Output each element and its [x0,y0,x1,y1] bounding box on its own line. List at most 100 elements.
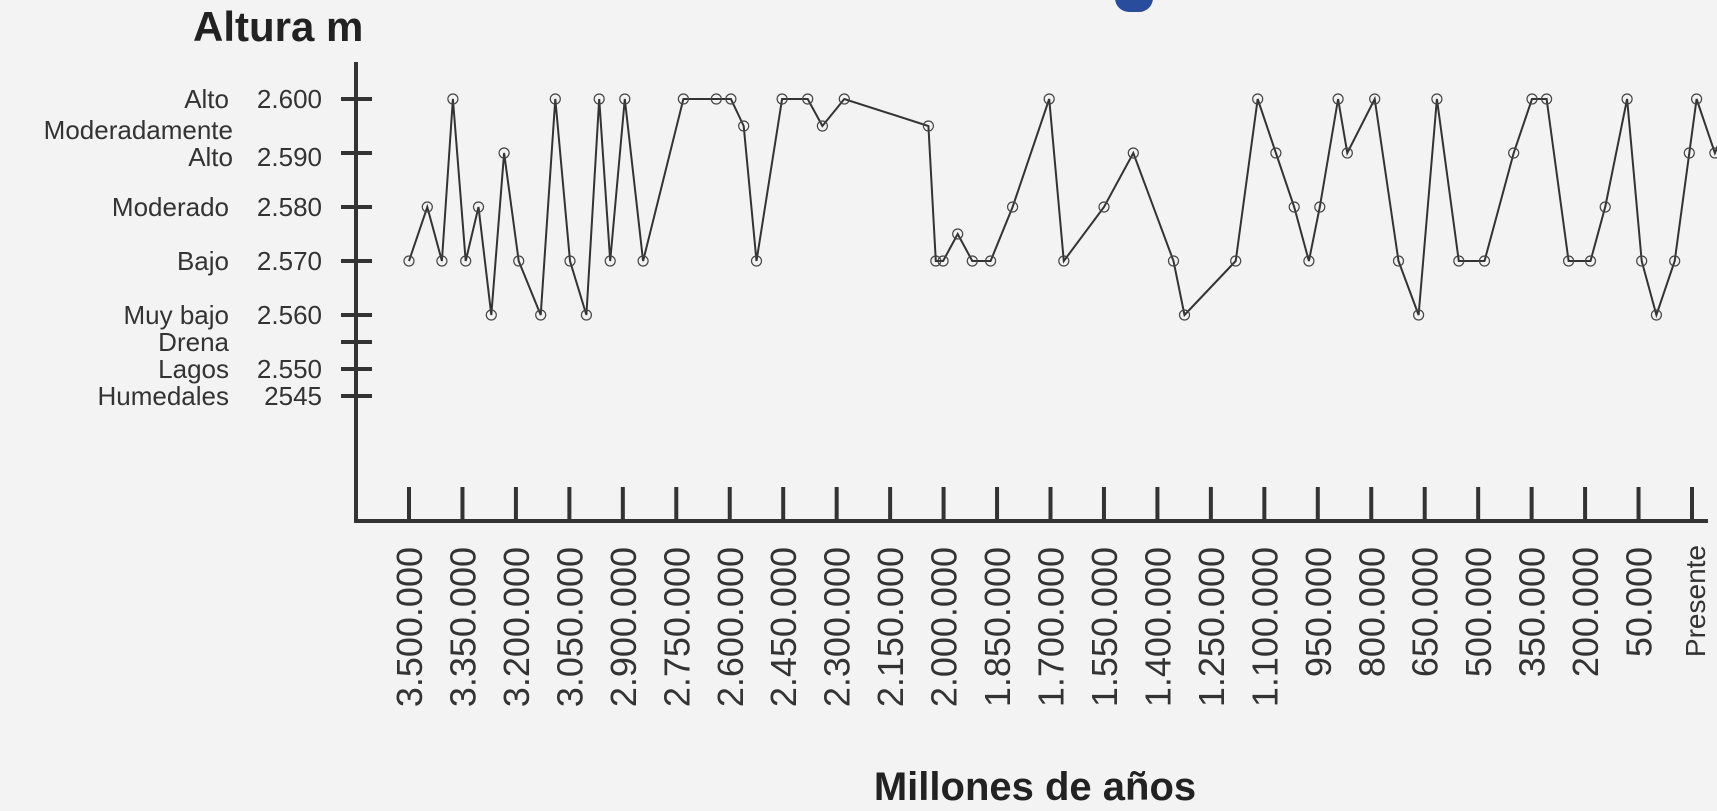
data-point [1288,201,1300,213]
y-value-label: 2.550 [257,354,322,384]
data-point [838,93,850,105]
x-tick-label: 2.900.000 [603,547,644,707]
x-tick-label: 2.000.000 [924,547,965,707]
x-tick-label: 1.700.000 [1031,547,1072,707]
data-point [1540,93,1553,105]
data-point [930,255,942,267]
data-point [1709,147,1717,159]
x-tick-label: 1.400.000 [1137,547,1178,707]
x-tick-label: 1.850.000 [977,547,1018,707]
x-tick-label: 3.500.000 [389,547,430,707]
data-point [549,93,561,105]
x-tick-label: 200.000 [1565,547,1606,677]
data-point [1178,309,1191,321]
data-point [1478,255,1491,267]
data-point [1341,147,1353,159]
y-value-label: 2.560 [257,300,322,330]
data-point [564,255,576,267]
data-point [436,255,448,267]
data-point [1230,255,1242,267]
data-point [472,201,485,213]
data-point [750,255,763,267]
data-point [1270,147,1282,159]
x-tick-label: 3.050.000 [549,547,590,707]
data-point [1392,255,1405,267]
data-point [1167,255,1180,267]
data-point [1043,93,1055,105]
data-point [1621,93,1633,105]
data-point [447,93,459,105]
data-point [984,255,997,267]
x-tick-label: 2.750.000 [656,547,697,707]
data-point [1369,93,1381,105]
data-point [1690,93,1703,105]
partial-title-fragment [1115,0,1153,12]
y-value-label: 2.600 [257,84,322,114]
data-point [1650,309,1663,321]
x-tick-label: 500.000 [1458,547,1499,677]
x-tick-label: 1.100.000 [1244,547,1285,707]
data-point [403,255,415,267]
x-axis-title: Millones de años [874,765,1196,806]
y-category-label: Alto [184,84,229,114]
y-category-label: Drena [158,327,229,357]
data-point [1252,93,1264,105]
data-point [710,93,722,105]
data-point [1683,147,1695,159]
x-tick-label: 2.600.000 [710,547,751,707]
data-point [1098,201,1110,213]
data-point [513,255,525,267]
data-point [1562,255,1575,267]
x-tick-label: 650.000 [1405,547,1446,677]
y-value-label: 2.590 [257,142,322,172]
data-point [1431,93,1443,105]
data-point [802,93,814,105]
data-point [1526,93,1538,105]
x-tick-label: 1.250.000 [1191,547,1232,707]
data-point [535,309,547,321]
data-point [485,309,497,321]
x-tick-label: 2.150.000 [870,547,911,707]
x-tick-label: 3.200.000 [496,547,537,707]
data-point [1058,255,1070,267]
data-point [460,255,472,267]
x-tick-label: 1.550.000 [1084,547,1125,707]
data-point [637,255,649,267]
data-point [1332,93,1344,105]
data-point [966,255,978,267]
data-point [604,255,616,267]
data-point [1412,309,1425,321]
data-point [922,120,935,132]
y-category-label: Alto [188,142,233,172]
data-point [593,93,605,105]
data-point [952,228,964,240]
y-category-label: Lagos [158,354,229,384]
y-axis-title: Altura m [193,3,363,50]
x-tick-label: 2.450.000 [763,547,804,707]
data-point [816,120,829,132]
data-point [1453,255,1465,267]
data-point [1599,201,1611,213]
x-tick-label: Presente [1680,545,1711,657]
data-point [619,93,631,105]
y-value-label: 2545 [264,381,322,411]
data-point [1508,147,1520,159]
data-point [738,120,750,132]
y-category-label: Muy bajo [124,300,230,330]
y-value-label: 2.580 [257,192,322,222]
data-point [1127,147,1139,159]
x-tick-label: 950.000 [1298,547,1339,677]
data-point [1006,201,1019,213]
data-point [1303,255,1315,267]
data-point [776,93,788,105]
data-point [580,309,593,321]
x-tick-label: 3.350.000 [442,547,483,707]
data-point [937,255,949,267]
x-tick-label: 350.000 [1512,547,1553,677]
data-point [498,147,510,159]
data-point [1669,255,1681,267]
data-point [677,93,690,105]
